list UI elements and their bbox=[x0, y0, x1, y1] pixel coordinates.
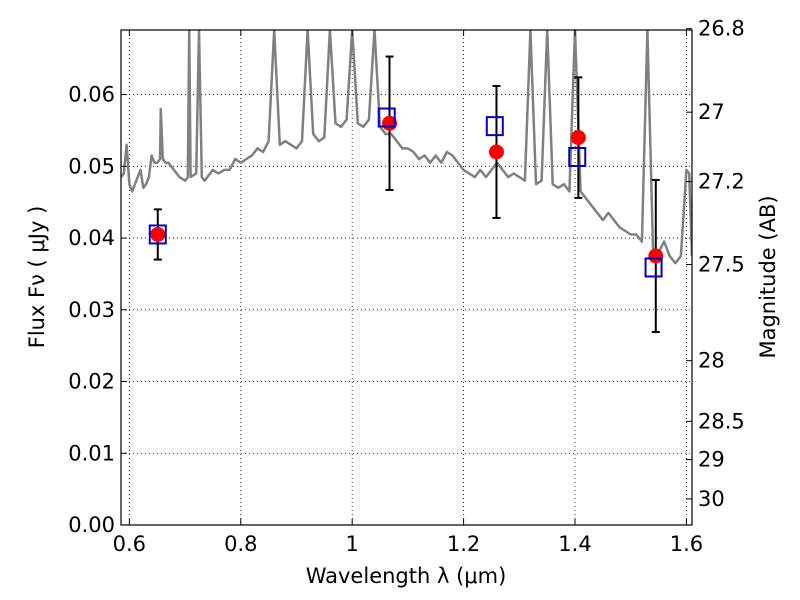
marker-layer bbox=[148, 107, 664, 278]
right-axis-title: Magnitude (AB) bbox=[756, 195, 780, 358]
model-photometry-square bbox=[377, 107, 396, 128]
axis-ticks: 0.6 0.8 1 1.2 1.4 1.6 0.00 0.01 0.02 0.03 0.04 0.05… bbox=[68, 17, 745, 556]
model-spectrum-line bbox=[121, 30, 692, 265]
right-tick-label: 28 bbox=[698, 349, 725, 373]
right-tick-label: 27.5 bbox=[698, 253, 745, 277]
right-tick-label: 27.2 bbox=[698, 170, 745, 194]
y-tick-label: 0.04 bbox=[68, 226, 115, 250]
x-tick-label: 0.8 bbox=[224, 532, 257, 556]
right-tick-label: 30 bbox=[698, 487, 725, 511]
model-photometry-square bbox=[485, 116, 504, 137]
observed-point bbox=[150, 226, 166, 242]
right-tick-label: 28.5 bbox=[698, 409, 745, 433]
observed-point bbox=[570, 130, 586, 146]
y-axis-title: Flux Fν ( μJy ) bbox=[25, 206, 49, 349]
y-tick-label: 0.00 bbox=[68, 513, 115, 537]
x-axis-title: Wavelength λ (μm) bbox=[306, 564, 507, 588]
x-tick-label: 1 bbox=[345, 532, 358, 556]
x-tick-label: 1.6 bbox=[670, 532, 703, 556]
x-tick-label: 0.6 bbox=[113, 532, 146, 556]
plot-frame bbox=[120, 29, 693, 526]
x-tick-label: 1.2 bbox=[447, 532, 480, 556]
model-photometry-square bbox=[148, 224, 167, 245]
observed-point bbox=[488, 144, 504, 160]
y-tick-label: 0.05 bbox=[68, 154, 115, 178]
right-tick-label: 27 bbox=[698, 100, 725, 124]
grid bbox=[121, 30, 692, 525]
model-photometry-square bbox=[568, 146, 587, 167]
x-tick-label: 1.4 bbox=[558, 532, 591, 556]
right-tick-label: 29 bbox=[698, 448, 725, 472]
right-tick-label: 26.8 bbox=[698, 17, 745, 41]
observed-point bbox=[648, 248, 664, 264]
y-tick-label: 0.06 bbox=[68, 83, 115, 107]
y-tick-label: 0.01 bbox=[68, 441, 115, 465]
model-spectrum-layer bbox=[121, 30, 692, 265]
y-tick-label: 0.02 bbox=[68, 370, 115, 394]
model-photometry-square bbox=[644, 257, 663, 278]
y-tick-label: 0.03 bbox=[68, 298, 115, 322]
